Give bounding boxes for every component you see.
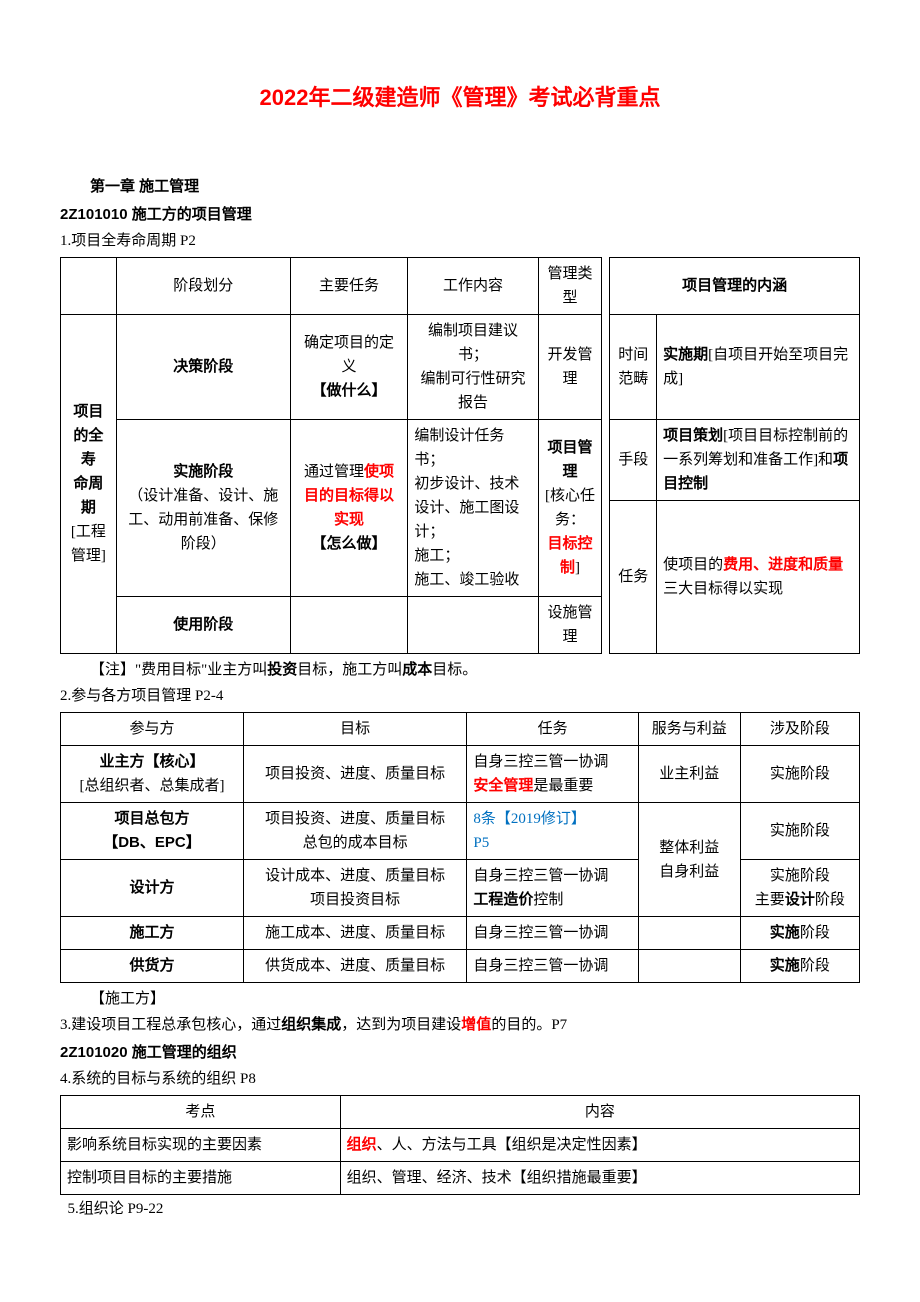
th-task: 任务 [467, 713, 638, 746]
sys-r2-v: 组织、管理、经济、技术【组织措施最重要】 [340, 1162, 859, 1195]
header-content: 工作内容 [408, 258, 538, 315]
sys-r2-k: 控制项目目标的主要措施 [61, 1162, 341, 1195]
task-design: 自身三控三管一协调工程造价控制 [467, 860, 638, 917]
mgmt-facility: 设施管理 [538, 597, 602, 654]
mgmt-proj: 项目管理[核心任务：目标控制] [538, 420, 602, 597]
header-task: 主要任务 [290, 258, 408, 315]
goal-gc: 项目投资、进度、质量目标 总包的成本目标 [243, 803, 466, 860]
th-neirong: 内容 [340, 1096, 859, 1129]
benefit-owner: 业主利益 [638, 746, 740, 803]
table-system: 考点 内容 影响系统目标实现的主要因素 组织、人、方法与工具【组织是决定性因素】… [60, 1095, 860, 1195]
th-benefit: 服务与利益 [638, 713, 740, 746]
phase-impl: 实施阶段（设计准备、设计、施工、动用前准备、保修阶段） [116, 420, 290, 597]
section-code-2: 2Z101020 施工管理的组织 [60, 1041, 860, 1065]
party-gc: 项目总包方【DB、EPC】 [61, 803, 244, 860]
right-task-val: 使项目的费用、进度和质量三大目标得以实现 [657, 501, 860, 654]
point-2: 2.参与各方项目管理 P2-4 [60, 684, 860, 708]
section-code: 2Z101010 施工方的项目管理 [60, 203, 860, 227]
right-task: 任务 [610, 501, 657, 654]
party-design: 设计方 [61, 860, 244, 917]
header-connotation: 项目管理的内涵 [610, 258, 860, 315]
header-blank [61, 258, 117, 315]
stage-supply: 实施阶段 [740, 950, 859, 983]
right-time: 时间范畴 [610, 315, 657, 420]
mgmt-dev: 开发管理 [538, 315, 602, 420]
task-owner: 自身三控三管一协调安全管理是最重要 [467, 746, 638, 803]
table-parties: 参与方 目标 任务 服务与利益 涉及阶段 业主方【核心】[总组织者、总集成者] … [60, 712, 860, 983]
right-means-val: 项目策划[项目目标控制前的一系列筹划和准备工作]和项目控制 [657, 420, 860, 501]
point-5: 5.组织论 P9-22 [60, 1197, 860, 1221]
point-1: 1.项目全寿命周期 P2 [60, 229, 860, 253]
party-owner: 业主方【核心】[总组织者、总集成者] [61, 746, 244, 803]
goal-design: 设计成本、进度、质量目标 项目投资目标 [243, 860, 466, 917]
row-label: 项目的全寿 命周期[工程管理] [61, 315, 117, 654]
task-impl: 通过管理使项目的目标得以实现【怎么做】 [290, 420, 408, 597]
phase-decision: 决策阶段 [116, 315, 290, 420]
party-constr: 施工方 [61, 917, 244, 950]
stage-design: 实施阶段主要设计阶段 [740, 860, 859, 917]
point-3: 3.建设项目工程总承包核心，通过组织集成，达到为项目建设增值的目的。P7 [60, 1013, 860, 1037]
th-stage: 涉及阶段 [740, 713, 859, 746]
header-phase: 阶段划分 [116, 258, 290, 315]
goal-owner: 项目投资、进度、质量目标 [243, 746, 466, 803]
point-4: 4.系统的目标与系统的组织 P8 [60, 1067, 860, 1091]
phase-use: 使用阶段 [116, 597, 290, 654]
task-supply: 自身三控三管一协调 [467, 950, 638, 983]
note-1: 【注】"费用目标"业主方叫投资目标，施工方叫成本目标。 [60, 658, 860, 682]
stage-constr: 实施阶段 [740, 917, 859, 950]
goal-constr: 施工成本、进度、质量目标 [243, 917, 466, 950]
document-title: 2022年二级建造师《管理》考试必背重点 [60, 80, 860, 115]
benefit-shared: 整体利益 自身利益 [638, 803, 740, 917]
task-gc: 8条【2019修订】P5 [467, 803, 638, 860]
chapter-heading: 第一章 施工管理 [60, 175, 860, 199]
th-kaodian: 考点 [61, 1096, 341, 1129]
th-goal: 目标 [243, 713, 466, 746]
header-mgmt: 管理类型 [538, 258, 602, 315]
right-means: 手段 [610, 420, 657, 501]
party-supply: 供货方 [61, 950, 244, 983]
task-decision: 确定项目的定义【做什么】 [290, 315, 408, 420]
content-impl: 编制设计任务书； 初步设计、技术设计、施工图设计； 施工； 施工、竣工验收 [408, 420, 538, 597]
table-lifecycle: 阶段划分 主要任务 工作内容 管理类型 项目管理的内涵 项目的全寿 命周期[工程… [60, 257, 860, 654]
stage-owner: 实施阶段 [740, 746, 859, 803]
note-2: 【施工方】 [60, 987, 860, 1011]
stage-gc: 实施阶段 [740, 803, 859, 860]
task-constr: 自身三控三管一协调 [467, 917, 638, 950]
goal-supply: 供货成本、进度、质量目标 [243, 950, 466, 983]
th-party: 参与方 [61, 713, 244, 746]
content-decision: 编制项目建议书； 编制可行性研究报告 [408, 315, 538, 420]
sys-r1-v: 组织、人、方法与工具【组织是决定性因素】 [340, 1129, 859, 1162]
sys-r1-k: 影响系统目标实现的主要因素 [61, 1129, 341, 1162]
right-time-val: 实施期[自项目开始至项目完成] [657, 315, 860, 420]
